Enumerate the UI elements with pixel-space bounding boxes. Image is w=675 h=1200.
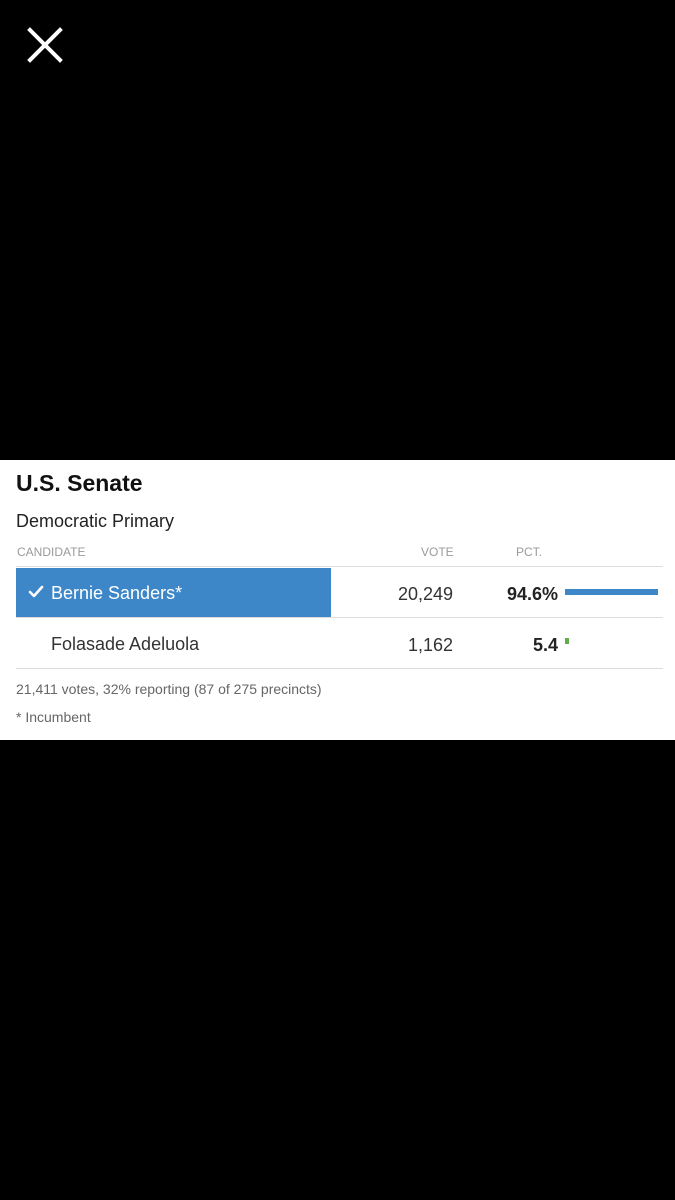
vote-count: 1,162 — [407, 635, 453, 655]
table-row: Folasade Adeluola 1,162 5.4 — [16, 619, 663, 669]
vote-percent: 5.4 — [532, 635, 558, 655]
percent-bar-fill — [565, 638, 569, 644]
row-divider — [16, 668, 663, 669]
row-divider — [16, 617, 663, 618]
race-title: U.S. Senate — [16, 470, 143, 496]
close-icon — [27, 27, 63, 63]
header-candidate: CANDIDATE — [17, 545, 86, 559]
candidate-name: Bernie Sanders* — [51, 583, 183, 603]
candidate-cell: Folasade Adeluola — [16, 619, 331, 669]
close-button[interactable] — [22, 22, 68, 68]
header-vote: VOTE — [421, 545, 454, 559]
reporting-status: 21,411 votes, 32% reporting (87 of 275 p… — [16, 681, 322, 697]
header-divider — [16, 566, 663, 567]
check-icon — [28, 585, 44, 598]
winner-highlight: Bernie Sanders* — [16, 568, 331, 618]
header-pct: PCT. — [516, 545, 543, 559]
percent-bar-fill — [565, 589, 658, 595]
table-row: Bernie Sanders* 20,249 94.6% — [16, 568, 663, 618]
percent-bar — [565, 589, 663, 595]
incumbent-footnote: * Incumbent — [16, 709, 91, 725]
vote-count: 20,249 — [397, 584, 453, 604]
vote-percent: 94.6% — [506, 584, 558, 604]
candidate-name: Folasade Adeluola — [51, 634, 200, 654]
percent-bar — [565, 638, 663, 646]
race-subtitle: Democratic Primary — [16, 511, 175, 531]
